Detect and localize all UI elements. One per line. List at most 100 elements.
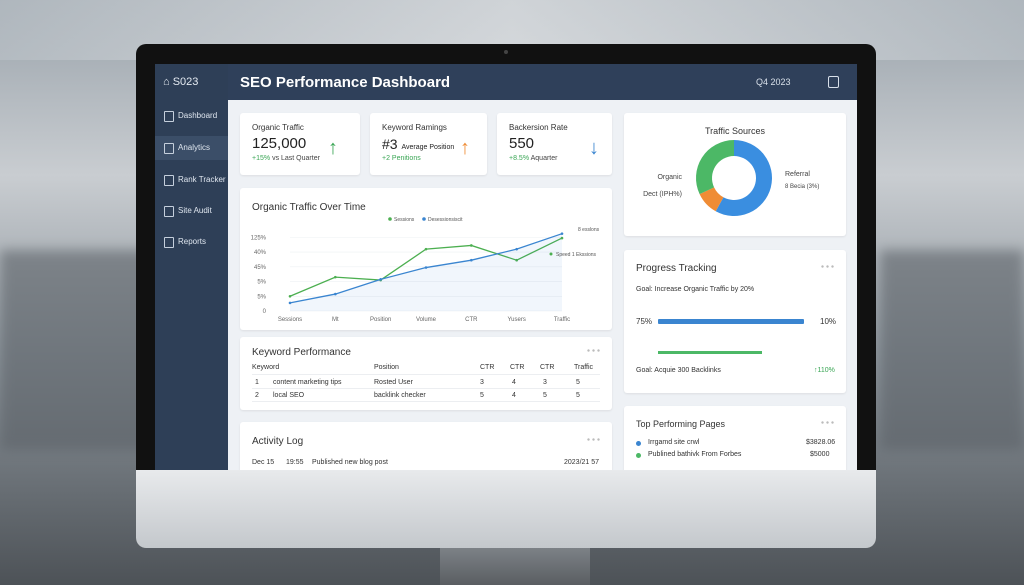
x-tick-label: CTR <box>465 317 478 323</box>
nav-item[interactable]: Reports <box>155 230 228 254</box>
nav-item[interactable]: Analytics <box>155 136 228 160</box>
goal-value: ↑110% <box>814 367 835 374</box>
progress-bar <box>658 319 804 324</box>
card-title: Keyword Performance <box>252 347 351 358</box>
goal-text: Goal: Acquie 300 Backlinks <box>636 367 721 374</box>
y-tick-label: 45% <box>254 265 267 271</box>
menu-dots[interactable] <box>586 349 600 352</box>
traffic-sources-card: Traffic Sources Referral 8 Becia (3%) Orga… <box>624 113 846 236</box>
activity-stamp: 2023/21 57 <box>564 459 600 466</box>
x-tick-label: Yusers <box>507 317 525 323</box>
nav-label: Reports <box>178 237 207 246</box>
table-header: CTR <box>480 364 495 371</box>
y-tick-label: 5% <box>257 280 266 286</box>
progress-left: 75% <box>636 317 653 326</box>
donut-segment <box>699 187 724 212</box>
table-cell: 3 <box>543 379 547 386</box>
nav-item[interactable]: Rank Tracker <box>155 168 228 192</box>
page-value: $3828.06 <box>806 439 836 446</box>
nav-label: Analytics <box>178 143 211 152</box>
bullet <box>636 441 641 446</box>
donut-segment <box>715 140 772 216</box>
table-cell: 5 <box>576 392 580 399</box>
annotation: 8 esslons <box>578 227 600 233</box>
activity-date: Dec 15 <box>252 459 275 466</box>
kpi-value: 550 <box>509 135 535 152</box>
nav-item[interactable]: Dashboard <box>155 104 228 128</box>
card-title: Activity Log <box>252 436 304 447</box>
nav-label: Dashboard <box>178 111 218 120</box>
x-tick-label: Mt <box>332 317 339 323</box>
table-header: CTR <box>510 364 525 371</box>
monitor-stand <box>440 545 590 585</box>
goal-text: Goal: Increase Organic Traffic by 20% <box>636 286 755 293</box>
header-icon[interactable] <box>828 76 839 88</box>
table-cell: 5 <box>576 379 580 386</box>
legend-swatch <box>388 217 392 221</box>
y-tick-label: 125% <box>251 235 267 241</box>
row-divider <box>252 374 600 375</box>
table-cell: Rosted User <box>374 379 413 386</box>
annotation: Speed 1 Ekssions <box>556 252 597 258</box>
point <box>424 247 428 251</box>
camera <box>504 50 508 54</box>
menu-dots[interactable] <box>586 438 600 441</box>
point <box>288 294 292 298</box>
card-title: Progress Tracking <box>636 263 717 274</box>
kpi-delta: +2 Penitions <box>382 155 421 162</box>
point <box>379 278 382 281</box>
table-header: Traffic <box>574 364 594 371</box>
donut-chart: Referral 8 Becia (3%) Organic Dect (IPH%) <box>643 139 819 216</box>
kpi-card: Keyword Ramings #3 Average Position +2 P… <box>370 113 487 175</box>
table-cell: backlink checker <box>374 392 426 399</box>
kpi-label: Keyword Ramings <box>382 123 447 132</box>
table-cell: 1 <box>255 379 259 386</box>
legend-label: Sessions <box>394 217 415 223</box>
nav-label: Site Audit <box>178 206 212 215</box>
table-cell: 4 <box>512 392 516 399</box>
arrow-icon: ↑ <box>328 137 338 159</box>
segment-label: 8 Becia (3%) <box>785 184 819 190</box>
monitor-chin <box>136 470 876 548</box>
background-chair <box>880 250 1024 450</box>
table-header: CTR <box>540 364 555 371</box>
legend-swatch <box>422 217 426 221</box>
menu-dots[interactable] <box>820 421 834 424</box>
point <box>470 244 473 247</box>
activity-time: 19:55 <box>286 459 304 466</box>
segment-label: Organic <box>657 174 682 181</box>
menu-dots[interactable] <box>820 265 834 268</box>
card-title: Traffic Sources <box>704 126 766 136</box>
page-name: Irrgamd site crwl <box>648 439 700 446</box>
progress-card: Progress Tracking Goal: Increase Organic… <box>624 250 846 393</box>
activity-card: Activity Log Dec 15 19:55 Published new … <box>240 422 612 470</box>
progress-bar <box>658 351 762 354</box>
x-tick-label: Position <box>370 317 391 323</box>
point <box>334 275 337 279</box>
segment-label: Dect (IPH%) <box>643 191 682 198</box>
kpi-card: Backersion Rate 550 +8.5% Aquarter ↓ <box>497 113 612 175</box>
kpi-label: Organic Traffic <box>252 123 304 132</box>
header-title: SEO Performance Dashboard <box>240 74 451 91</box>
activity-text: Published new blog post <box>312 459 388 466</box>
table-cell: 2 <box>255 392 259 399</box>
nav-item[interactable]: Site Audit <box>155 199 228 223</box>
keyword-card: Keyword Performance Keyword Position CTR CT… <box>240 337 612 410</box>
point <box>560 232 564 235</box>
chart-title: Organic Traffic Over Time <box>252 202 366 213</box>
page-value: $5000 <box>810 451 830 458</box>
row-divider <box>252 401 600 402</box>
brand-text: S023 <box>172 76 199 88</box>
table-cell: local SEO <box>273 392 305 399</box>
annotation-dot <box>549 252 553 256</box>
table-header: Keyword <box>252 364 280 371</box>
kpi-label: Backersion Rate <box>509 123 568 132</box>
header: SEO Performance Dashboard Q4 2023 <box>228 64 857 100</box>
header-period: Q4 2023 <box>756 77 791 87</box>
kpi-note: vs Last Quarter <box>272 155 320 162</box>
background-chair <box>0 250 150 450</box>
y-tick-label: 5% <box>257 294 266 300</box>
brand: ⌂ S023 <box>163 76 199 88</box>
donut-segment <box>696 139 734 195</box>
